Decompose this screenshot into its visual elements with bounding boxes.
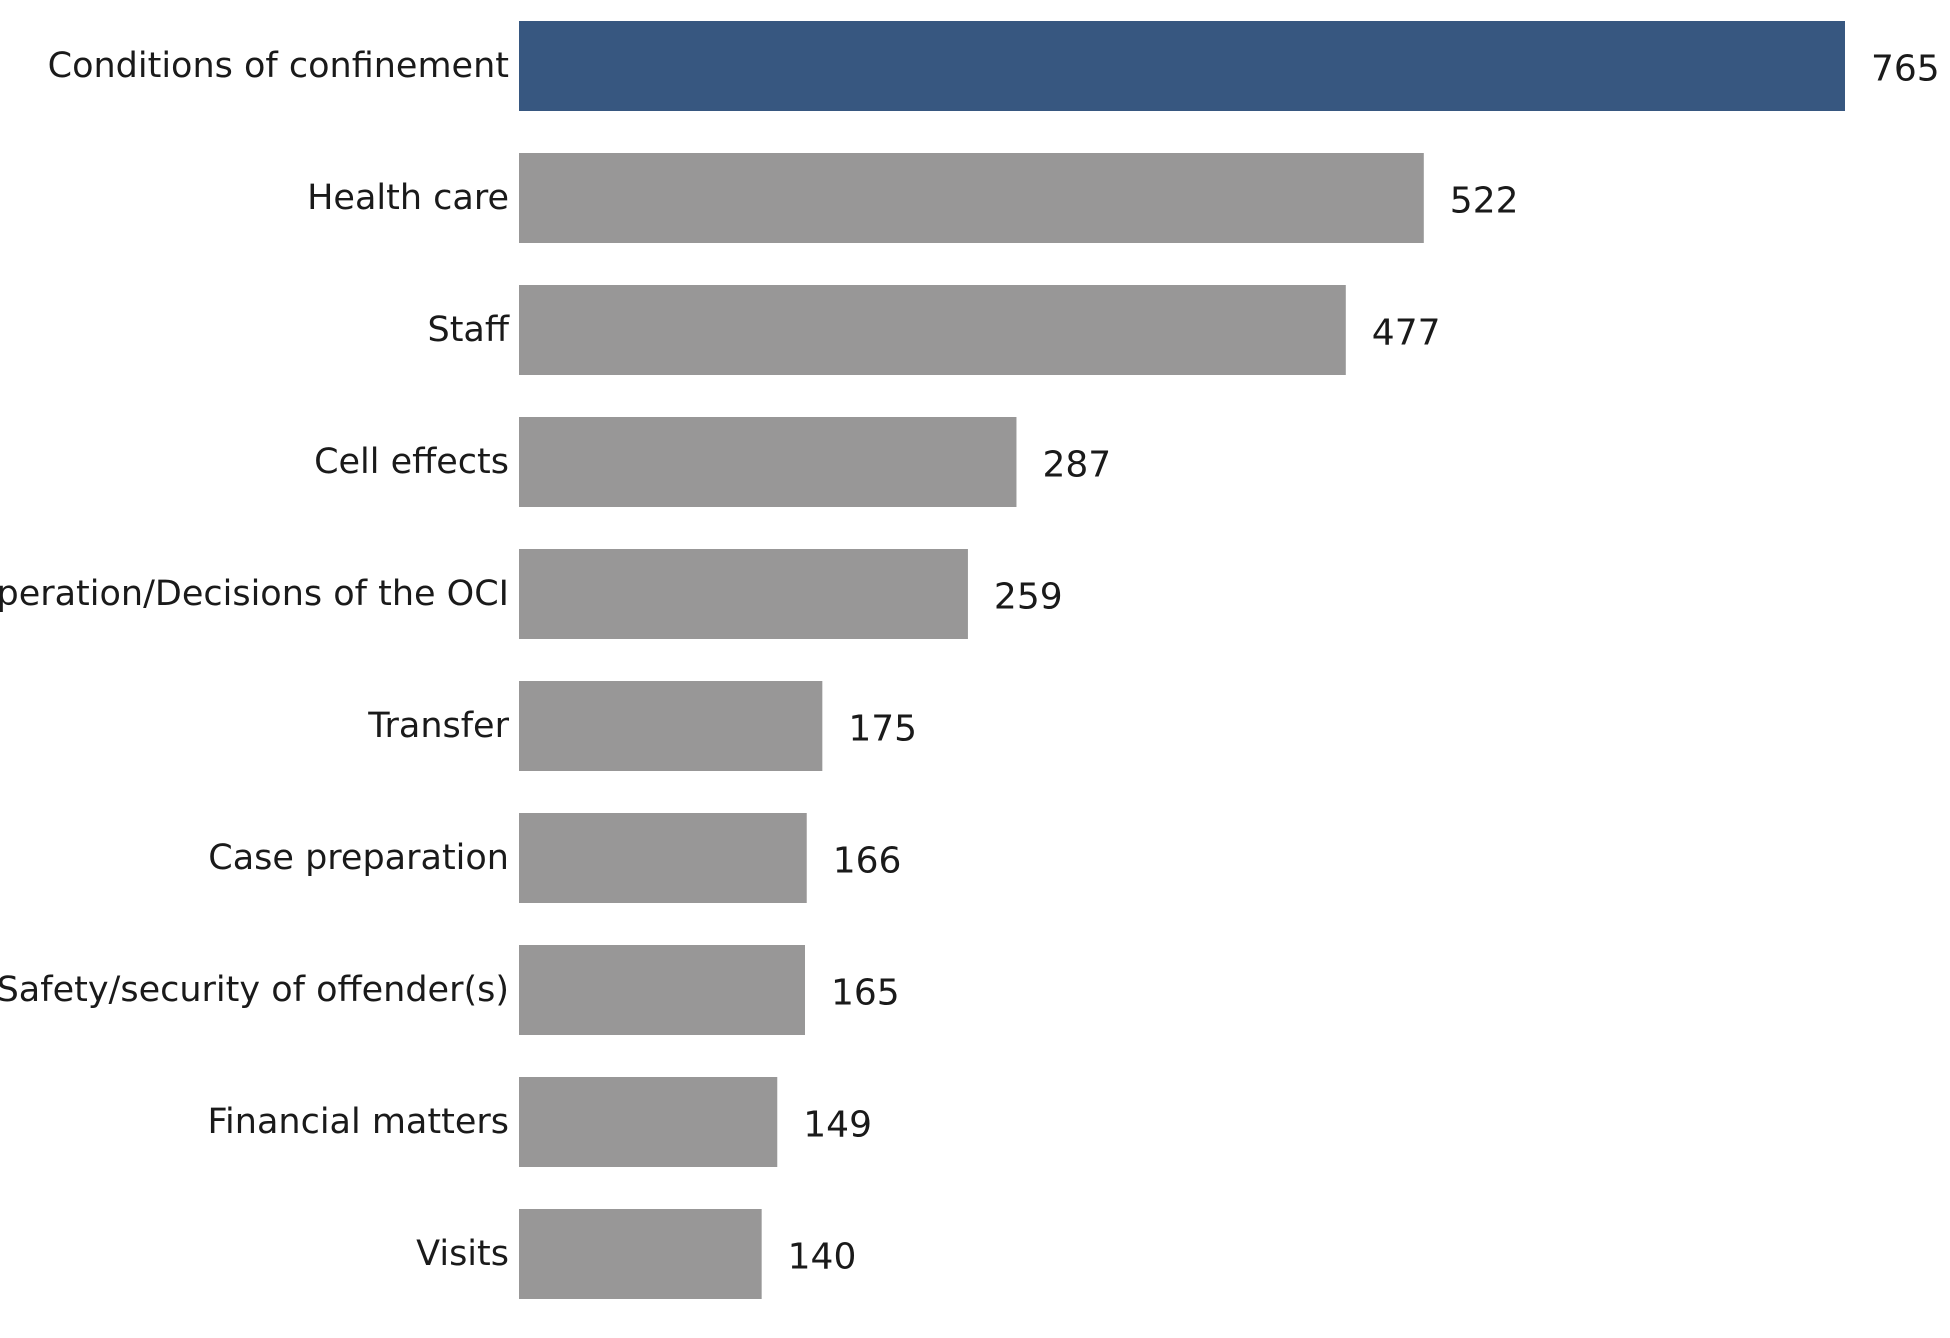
- value-label-health-care: 522: [1450, 181, 1519, 222]
- value-label-case-preparation: 166: [833, 841, 902, 882]
- bar-conditions-of-confinement: [519, 21, 1845, 111]
- category-label-visits: Visits: [416, 1234, 509, 1274]
- category-label-health-care: Health care: [307, 178, 509, 218]
- value-label-conditions-of-confinement: 765: [1871, 49, 1940, 90]
- bar-financial-matters: [519, 1077, 778, 1167]
- category-label-safety-security-of-offender-s: Safety/security of offender(s): [0, 970, 509, 1010]
- bar-case-preparation: [519, 813, 807, 903]
- category-label-operation-decisions-of-the-oci: Operation/Decisions of the OCI: [0, 574, 509, 614]
- bar-cell-effects: [519, 417, 1017, 507]
- value-label-transfer: 175: [848, 709, 917, 750]
- category-label-case-preparation: Case preparation: [208, 838, 509, 878]
- bar-health-care: [519, 153, 1424, 243]
- category-label-transfer: Transfer: [367, 706, 509, 746]
- value-label-staff: 477: [1372, 313, 1441, 354]
- value-label-visits: 140: [788, 1237, 857, 1278]
- value-label-financial-matters: 149: [803, 1105, 872, 1146]
- bar-operation-decisions-of-the-oci: [519, 549, 968, 639]
- value-labels-group: 765 522 477 287 259 175 166 165 149 140: [788, 49, 1940, 1278]
- bar-staff: [519, 285, 1346, 375]
- value-label-safety-security-of-offender-s: 165: [831, 973, 900, 1014]
- bar-transfer: [519, 681, 823, 771]
- category-label-financial-matters: Financial matters: [207, 1102, 509, 1142]
- bar-visits: [519, 1209, 762, 1299]
- category-label-cell-effects: Cell effects: [314, 442, 509, 482]
- bars-group: [519, 21, 1845, 1299]
- bar-safety-security-of-offender-s: [519, 945, 805, 1035]
- value-label-cell-effects: 287: [1042, 445, 1111, 486]
- value-label-operation-decisions-of-the-oci: 259: [994, 577, 1063, 618]
- category-labels-group: Conditions of confinement Health care Staf…: [0, 46, 510, 1274]
- category-label-staff: Staff: [427, 310, 509, 350]
- category-label-conditions-of-confinement: Conditions of confinement: [48, 46, 509, 86]
